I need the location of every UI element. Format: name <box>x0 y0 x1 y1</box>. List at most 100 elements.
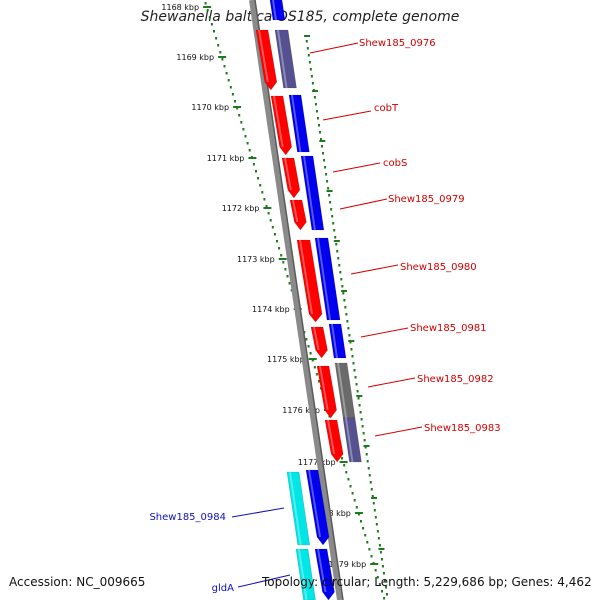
gene-glda-blue-shade <box>317 549 327 592</box>
ruler-dot <box>208 16 211 19</box>
gene-shew185-0976-red <box>255 29 278 91</box>
ruler-dot <box>225 72 228 75</box>
outer-ruler-dot <box>331 215 334 218</box>
gene-labels: Shew185_0976 cobT cobS Shew185_0979 Shew185_… <box>149 38 500 594</box>
ruler-dot <box>347 478 350 481</box>
outer-ruler-dot <box>384 586 387 589</box>
ruler-dot <box>315 373 318 376</box>
outer-ruler-dot <box>320 138 323 141</box>
outer-ruler-dot <box>311 82 314 85</box>
gene-cobt-red-shade <box>273 96 284 147</box>
gene-shew185-0976-slate-shade <box>277 30 288 88</box>
gene-label: Shew185_0976 <box>359 38 436 49</box>
gene-cobt-blue <box>288 94 310 153</box>
gene-label: cobS <box>383 158 407 169</box>
tick-mark <box>308 358 317 360</box>
outer-tick-mark <box>363 445 370 447</box>
ruler-dot <box>231 93 234 96</box>
ruler-dot <box>248 149 251 152</box>
gene-label-leader <box>231 507 285 518</box>
gene-glda-blue <box>314 548 335 600</box>
gene-shew185-0976-red-shade <box>258 30 269 82</box>
tick-label: 1170 kbp <box>191 103 229 112</box>
outer-ruler-dot <box>336 250 339 253</box>
gene-shew185-0984-cyan-shade <box>289 472 302 545</box>
gene-shew185-0983-slate <box>342 417 362 463</box>
ruler-dot <box>259 184 262 187</box>
outer-ruler-dot <box>364 446 367 449</box>
gene-label: Shew185_0984 <box>149 512 226 523</box>
genome-summary-text: Topology: circular; Length: 5,229,686 bp… <box>262 575 592 589</box>
map-title: Shewanella baltica OS185, complete genom… <box>140 9 460 25</box>
outer-ruler-dot <box>350 348 353 351</box>
tick-label: 1177 kbp <box>298 458 336 467</box>
outer-ruler-dot <box>374 516 377 519</box>
gene-shew185-0981-blue-shade <box>331 324 338 358</box>
gene-label: Shew185_0982 <box>417 374 494 385</box>
ruler-dot <box>378 583 381 586</box>
gene-shew185-0982-gray-shade <box>337 363 348 418</box>
gene-label-leaders <box>231 42 423 588</box>
gene-shew185-0981-blue <box>328 323 347 359</box>
ruler-dot <box>381 590 383 593</box>
gene-shew185-0980-blue-shade <box>317 238 332 320</box>
outer-ruler-dot <box>318 131 321 134</box>
ruler-dot <box>210 23 213 26</box>
gene-label-leader <box>350 264 399 275</box>
outer-ruler-dot <box>365 453 368 456</box>
tick-label: 1168 kbp <box>161 3 199 12</box>
outer-ruler-dot <box>372 502 375 505</box>
tick-label: 1176 kbp <box>282 406 320 415</box>
outer-ruler-dot <box>375 523 378 526</box>
ruler-dot <box>341 457 344 460</box>
outer-ruler-dot <box>353 369 356 372</box>
outer-ruler-dot <box>351 355 354 358</box>
ruler-dot <box>362 527 365 530</box>
tick-mark <box>339 461 348 463</box>
outer-ruler-dot <box>321 145 324 148</box>
gene-shew185-0980-red <box>296 239 323 323</box>
outer-ruler-dot <box>335 243 338 246</box>
gene-shew185-0976-slate <box>274 29 297 89</box>
outer-ruler-dot <box>371 495 374 498</box>
ruler-dot <box>234 100 236 103</box>
outer-ruler-dot <box>357 397 360 400</box>
gene-shew185-0981-red <box>310 326 328 359</box>
ruler-dot <box>271 226 274 229</box>
gene-shew185-0980-blue <box>314 237 341 321</box>
outer-ruler-dot <box>314 103 317 106</box>
tick-mark <box>354 512 363 514</box>
outer-ruler-dot <box>305 40 308 43</box>
outer-ruler-dot <box>354 376 357 379</box>
gene-top-blue-shade <box>272 0 277 20</box>
tick-mark <box>263 207 272 209</box>
gene-label-leader <box>237 574 291 588</box>
outer-ruler-dot <box>379 551 382 554</box>
gene-label-leader <box>309 42 359 54</box>
outer-ruler-dot <box>343 299 346 302</box>
gene-shew185-0984-cyan <box>286 471 311 546</box>
outer-ruler-dot <box>330 208 333 211</box>
ruler-dot <box>236 107 239 110</box>
ruler-dot <box>374 569 377 572</box>
ruler-dot <box>343 464 346 467</box>
gene-shew185-0983-slate-shade <box>345 418 354 462</box>
gene-label-leader <box>339 198 388 210</box>
outer-ruler-dot <box>326 180 329 183</box>
ruler-dot <box>313 366 316 369</box>
outer-ruler-dot <box>332 222 335 225</box>
outer-ruler-dot <box>367 467 370 470</box>
gene-cobt-red <box>270 95 292 156</box>
tick-mark <box>233 106 242 108</box>
ruler-dot <box>368 548 371 551</box>
ruler-dot <box>244 135 247 138</box>
outer-ruler-dot <box>370 488 373 491</box>
ruler-dot <box>305 338 308 341</box>
outer-ruler-dot <box>342 292 345 295</box>
outer-ruler-dot <box>381 565 384 568</box>
outer-ruler-dot <box>313 96 316 99</box>
ruler-dot <box>227 79 230 82</box>
outer-ruler-dot <box>376 530 379 533</box>
outer-tick-mark <box>326 190 333 192</box>
